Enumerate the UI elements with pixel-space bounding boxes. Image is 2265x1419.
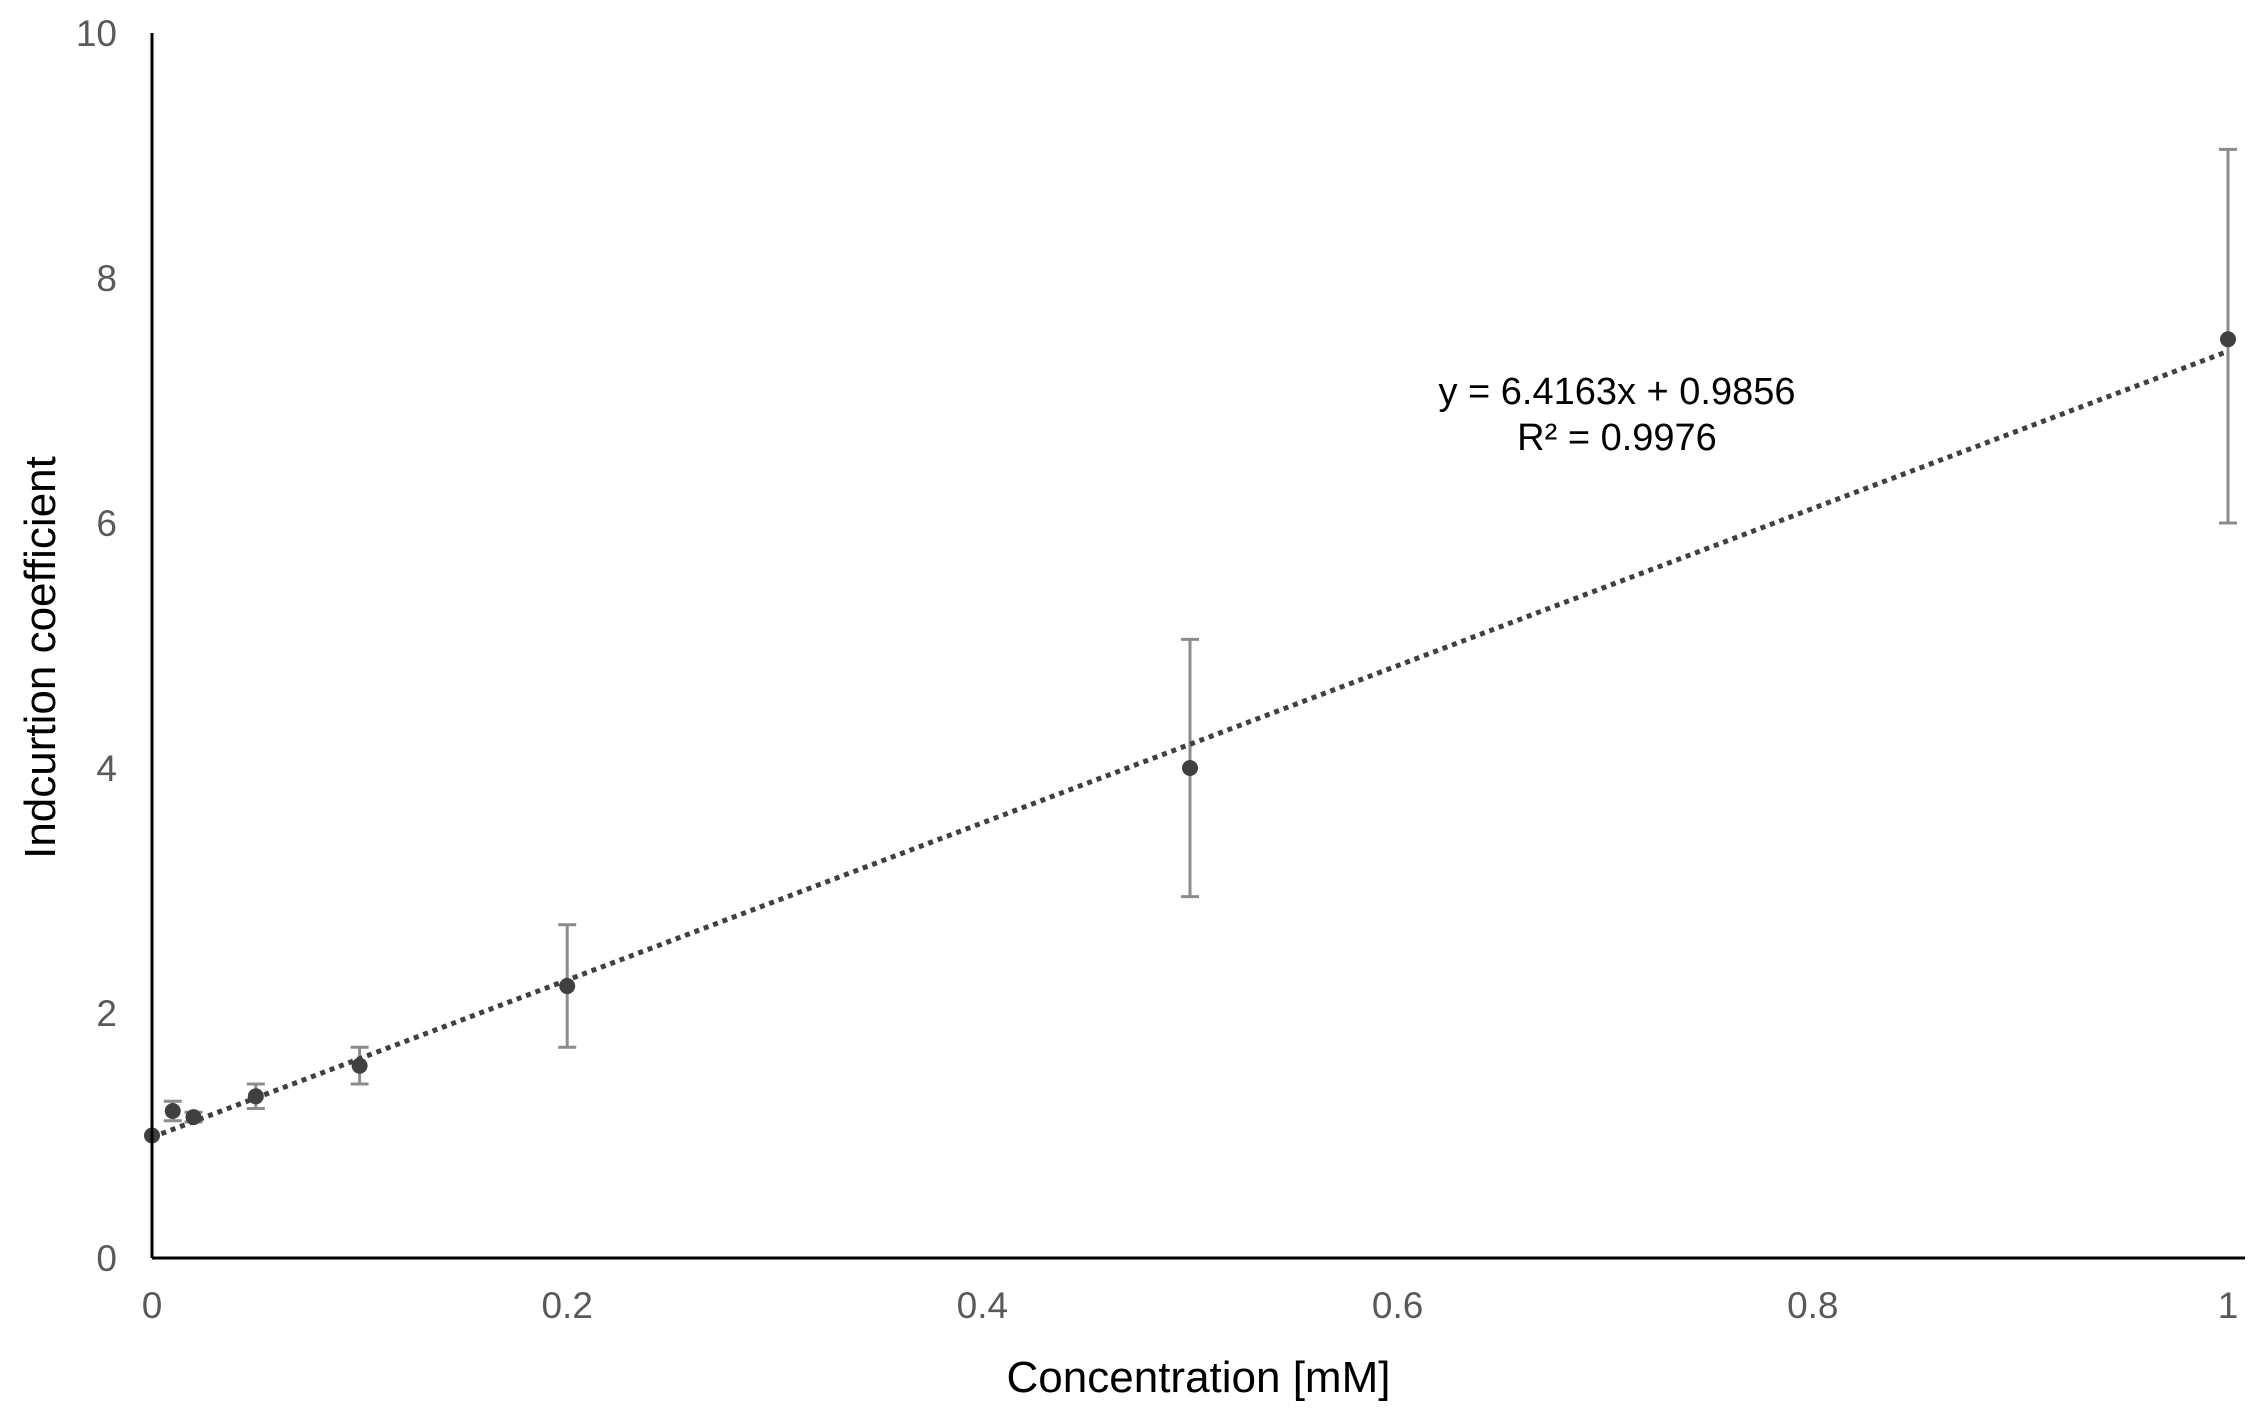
y-tick-label: 8 xyxy=(96,258,117,299)
y-tick-label: 0 xyxy=(96,1238,117,1279)
data-point xyxy=(559,978,576,995)
x-tick-labels: 0 0.2 0.4 0.6 0.8 1 xyxy=(142,1285,2239,1326)
y-tick-label: 10 xyxy=(76,13,117,54)
y-axis-title: Indcurtion coefficient xyxy=(16,456,65,859)
y-tick-label: 2 xyxy=(96,993,117,1034)
x-tick-label: 0 xyxy=(142,1285,163,1326)
trendline-equation: y = 6.4163x + 0.9856 xyxy=(1438,371,1795,413)
error-bars xyxy=(163,147,2237,1124)
x-tick-label: 0.8 xyxy=(1787,1285,1838,1326)
y-tick-label: 6 xyxy=(96,503,117,544)
data-point xyxy=(247,1088,264,1105)
data-point xyxy=(351,1057,368,1074)
data-point xyxy=(2220,331,2236,348)
y-tick-label: 4 xyxy=(96,748,117,789)
data-point xyxy=(185,1109,202,1126)
data-point xyxy=(1182,760,1198,776)
data-points xyxy=(144,331,2236,1144)
x-tick-label: 0.2 xyxy=(541,1285,592,1326)
x-tick-label: 0.4 xyxy=(957,1285,1008,1326)
x-axis-title: Concentration [mM] xyxy=(1007,1353,1391,1402)
y-tick-labels: 0 2 4 6 8 10 xyxy=(76,13,117,1279)
linear-trendline xyxy=(151,348,2229,1140)
x-tick-label: 1 xyxy=(2218,1285,2239,1326)
data-point xyxy=(164,1103,181,1119)
x-tick-label: 0.6 xyxy=(1372,1285,1423,1326)
r-squared-label: R² = 0.9976 xyxy=(1517,417,1717,459)
